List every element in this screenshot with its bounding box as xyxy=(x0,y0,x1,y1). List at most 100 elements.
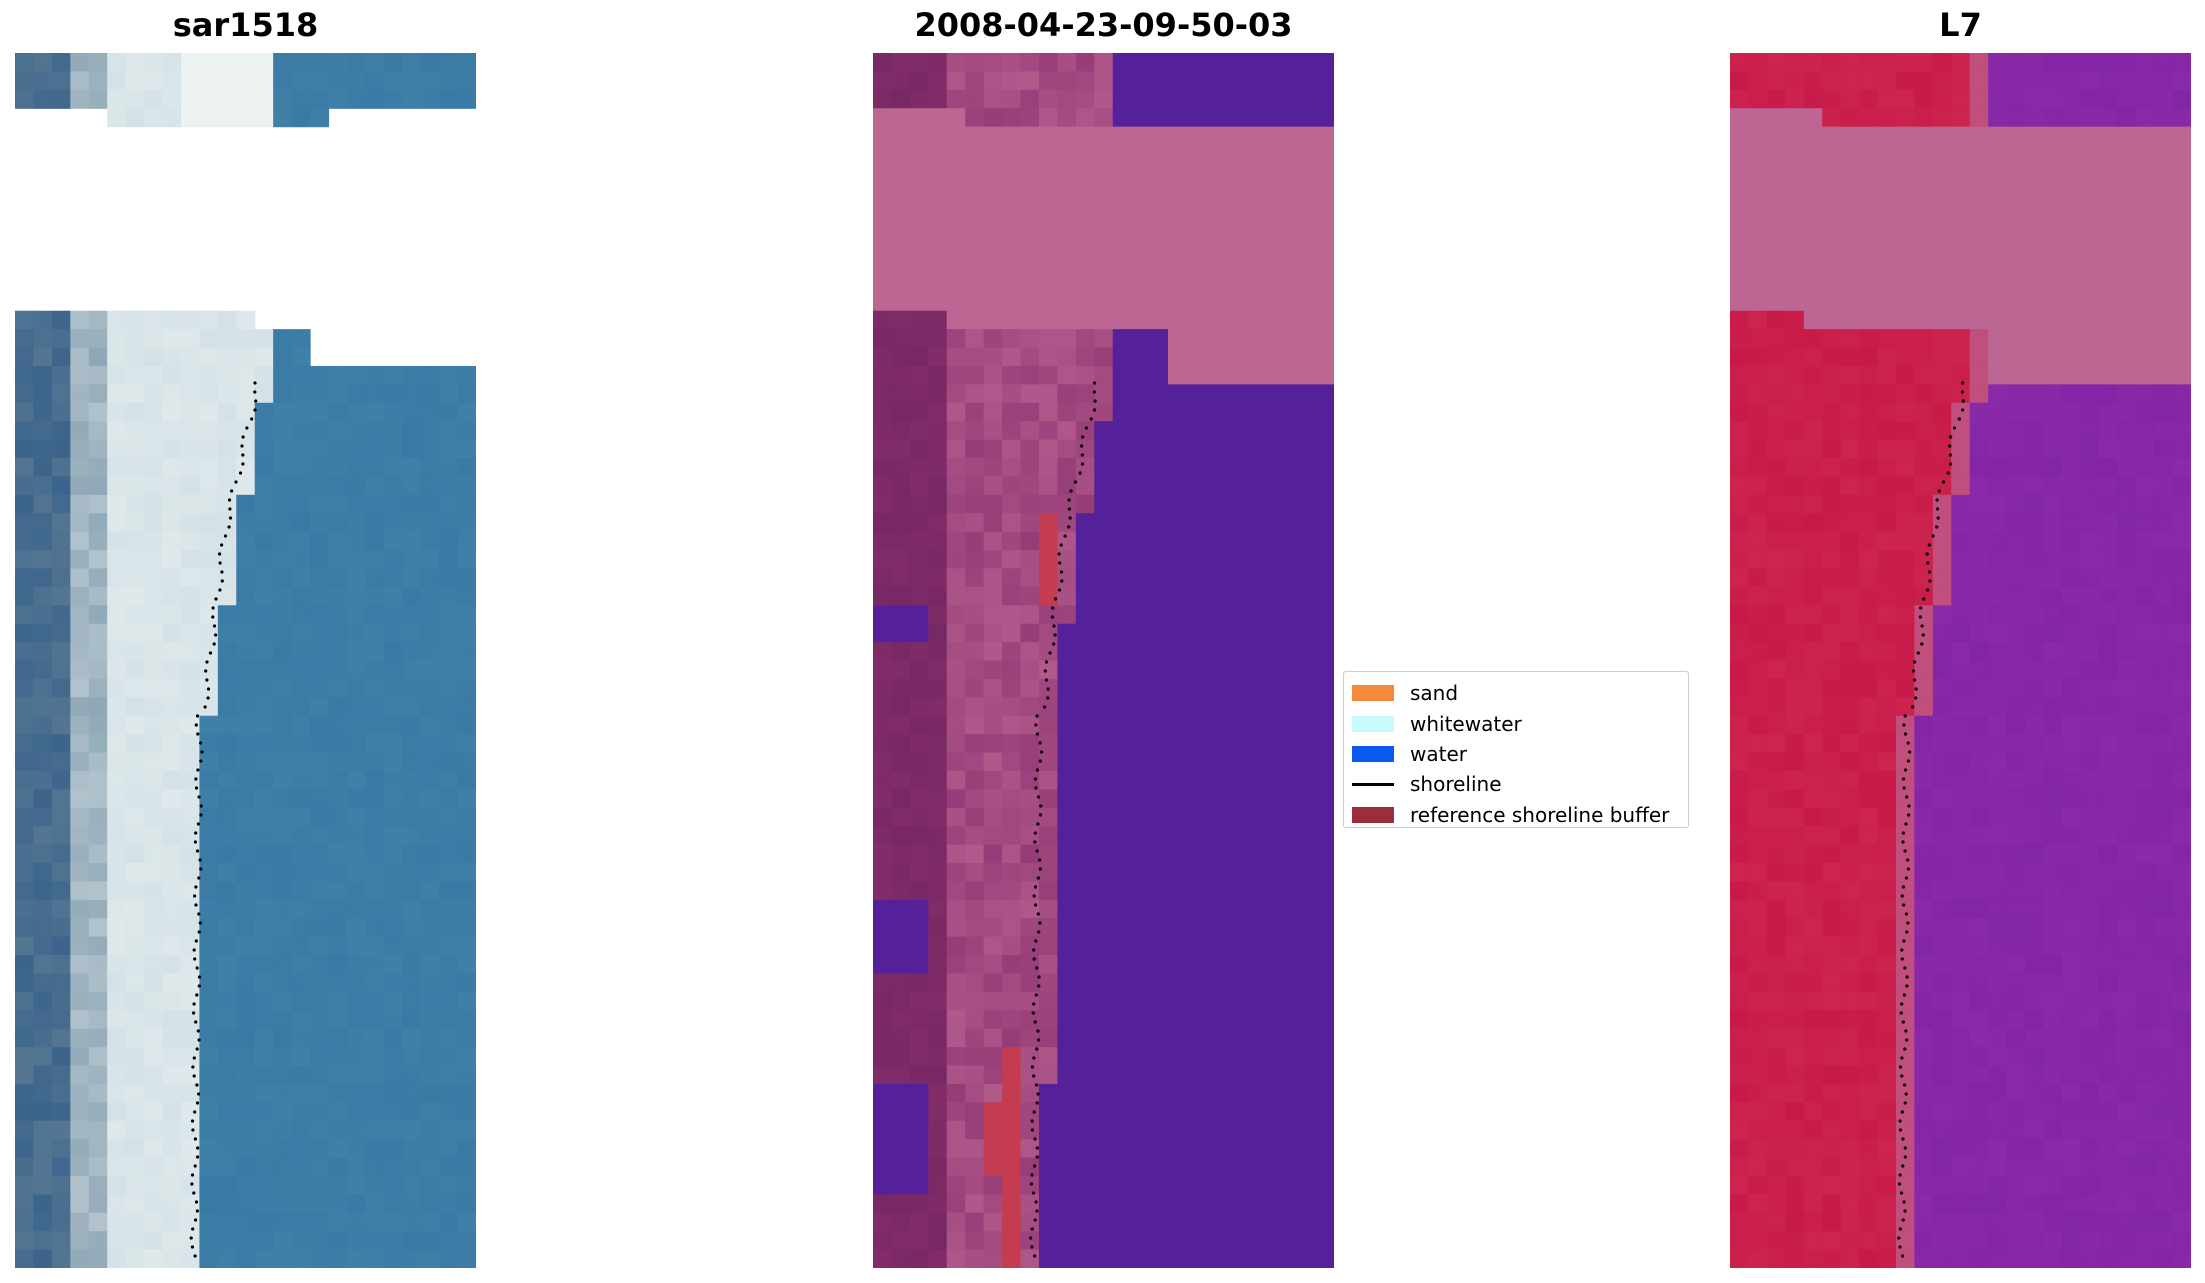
rgb-pixel xyxy=(199,826,219,846)
index-pixel xyxy=(1766,936,1786,956)
class-pixel xyxy=(928,458,948,478)
index-pixel xyxy=(1969,1157,1989,1177)
class-pixel xyxy=(1297,71,1317,91)
index-pixel xyxy=(2098,881,2118,901)
rgb-pixel xyxy=(15,936,35,956)
class-pixel xyxy=(1260,789,1280,809)
class-pixel xyxy=(1057,310,1077,330)
index-pixel xyxy=(2025,1175,2045,1195)
rgb-pixel xyxy=(125,108,145,128)
class-pixel xyxy=(1278,826,1298,846)
index-pixel xyxy=(1951,586,1971,606)
shoreline-point xyxy=(196,732,200,736)
index-pixel xyxy=(2172,365,2191,385)
index-pixel xyxy=(1766,292,1786,312)
rgb-pixel xyxy=(199,71,219,91)
rgb-pixel xyxy=(457,660,476,680)
class-pixel xyxy=(1020,991,1040,1011)
class-pixel xyxy=(1075,936,1095,956)
index-pixel xyxy=(2135,697,2155,717)
index-pixel xyxy=(1914,402,1934,422)
class-pixel xyxy=(1315,494,1334,514)
class-pixel xyxy=(1094,1231,1114,1251)
rgb-pixel xyxy=(199,384,219,404)
rgb-pixel xyxy=(365,973,385,993)
class-pixel xyxy=(946,642,966,662)
index-pixel xyxy=(1969,715,1989,735)
rgb-pixel xyxy=(33,697,53,717)
shoreline-point xyxy=(1903,1146,1907,1150)
rgb-pixel xyxy=(328,1249,348,1268)
rgb-pixel xyxy=(15,1010,35,1030)
rgb-pixel xyxy=(310,1028,330,1048)
rgb-pixel xyxy=(199,605,219,625)
index-pixel xyxy=(2025,586,2045,606)
index-pixel xyxy=(1730,53,1750,73)
index-pixel xyxy=(1859,1249,1879,1268)
class-pixel xyxy=(1260,1065,1280,1085)
class-pixel xyxy=(983,623,1003,643)
class-pixel xyxy=(1020,108,1040,128)
class-pixel xyxy=(1002,568,1022,588)
rgb-pixel xyxy=(420,734,440,754)
class-pixel xyxy=(1094,734,1114,754)
index-pixel xyxy=(1822,145,1842,165)
index-pixel xyxy=(2080,1212,2100,1232)
index-pixel xyxy=(2117,899,2137,919)
index-pixel xyxy=(1822,568,1842,588)
index-pixel xyxy=(2098,1175,2118,1195)
rgb-pixel xyxy=(383,89,403,109)
rgb-pixel xyxy=(125,439,145,459)
rgb-pixel xyxy=(439,531,459,551)
shoreline-point xyxy=(1038,741,1042,745)
rgb-pixel xyxy=(402,642,422,662)
rgb-pixel xyxy=(33,1175,53,1195)
class-pixel xyxy=(928,899,948,919)
class-pixel xyxy=(946,402,966,422)
class-pixel xyxy=(1131,734,1151,754)
index-pixel xyxy=(1785,660,1805,680)
index-pixel xyxy=(1822,752,1842,772)
index-pixel xyxy=(2043,844,2063,864)
index-pixel xyxy=(1822,458,1842,478)
class-pixel xyxy=(1002,697,1022,717)
rgb-pixel xyxy=(236,1102,256,1122)
rgb-pixel xyxy=(125,1065,145,1085)
index-pixel xyxy=(2172,329,2191,349)
class-pixel xyxy=(1038,476,1058,496)
rgb-pixel xyxy=(180,807,200,827)
rgb-pixel xyxy=(365,439,385,459)
index-pixel xyxy=(2025,1065,2045,1085)
class-pixel xyxy=(1057,1010,1077,1030)
index-pixel xyxy=(1859,1212,1879,1232)
rgb-pixel xyxy=(199,586,219,606)
index-pixel xyxy=(2117,678,2137,698)
index-pixel xyxy=(1951,476,1971,496)
class-pixel xyxy=(1186,476,1206,496)
index-pixel xyxy=(2098,292,2118,312)
index-pixel xyxy=(2043,126,2063,146)
index-pixel xyxy=(2043,660,2063,680)
index-pixel xyxy=(1766,1194,1786,1214)
index-pixel xyxy=(2061,89,2081,109)
index-pixel xyxy=(1859,126,1879,146)
rgb-pixel xyxy=(402,1102,422,1122)
index-pixel xyxy=(1895,476,1915,496)
index-pixel xyxy=(2061,273,2081,293)
class-pixel xyxy=(965,71,985,91)
class-pixel xyxy=(1020,1028,1040,1048)
rgb-pixel xyxy=(70,991,90,1011)
index-pixel xyxy=(1822,494,1842,514)
class-pixel xyxy=(1297,586,1317,606)
rgb-pixel xyxy=(217,550,237,570)
rgb-pixel xyxy=(125,494,145,514)
class-pixel xyxy=(873,715,893,735)
class-pixel xyxy=(1278,384,1298,404)
class-pixel xyxy=(1020,384,1040,404)
class-pixel xyxy=(1038,863,1058,883)
rgb-pixel xyxy=(236,623,256,643)
class-pixel xyxy=(928,531,948,551)
index-pixel xyxy=(1988,1120,2008,1140)
index-pixel xyxy=(1969,936,1989,956)
class-pixel xyxy=(1038,255,1058,275)
